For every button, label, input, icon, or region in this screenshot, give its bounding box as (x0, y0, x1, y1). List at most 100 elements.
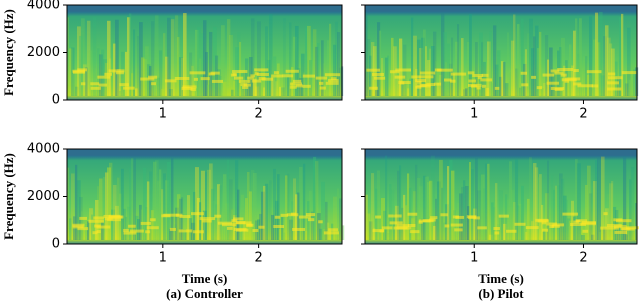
spectrogram-band (235, 221, 246, 225)
spectrogram-cell (287, 173, 290, 240)
spectrogram-cell (631, 167, 635, 240)
spectrogram-band (107, 218, 121, 222)
spectrogram-cell (211, 188, 215, 240)
spectrogram-cell (387, 233, 390, 240)
spectrogram-cell (173, 82, 176, 96)
spectrogram-cell (563, 195, 567, 240)
spectrogram-cell (381, 198, 385, 240)
spectrogram-cell (443, 32, 447, 96)
spectrogram-cell (577, 53, 581, 96)
spectrogram-band (562, 212, 579, 216)
spectrogram-cell (505, 83, 509, 96)
spectrogram-band (546, 222, 557, 226)
spectrogram-cell (307, 25, 311, 97)
spectrogram-cell (413, 35, 417, 96)
spectrogram-cell (257, 219, 261, 240)
spectrogram-cell (157, 180, 161, 240)
spectrogram-cell (207, 84, 210, 96)
spectrogram-cell (99, 178, 103, 240)
spectrogram-cell (301, 53, 305, 96)
x-tick-label: 2 (579, 107, 587, 122)
spectrogram-cell (257, 21, 261, 96)
caption: (a) Controller (166, 286, 243, 301)
spectrogram-cell (303, 163, 306, 240)
spectrogram-cell (519, 203, 523, 240)
spectrogram-cell (377, 170, 381, 240)
spectrogram-band (531, 75, 537, 79)
spectrogram-band (381, 226, 393, 230)
spectrogram-band (434, 82, 442, 86)
spectrogram-cell (623, 156, 627, 240)
spectrogram-cell (309, 60, 312, 96)
spectrogram-cell (221, 220, 224, 240)
spectrogram-cell (603, 36, 607, 96)
spectrogram-cell (157, 77, 160, 96)
spectrogram-band (419, 75, 434, 79)
spectrogram-cell (327, 40, 330, 96)
spectrogram-cell (455, 41, 459, 96)
y-tick-label: 2000 (27, 45, 60, 60)
spectrogram-band (415, 85, 422, 89)
spectrogram-cell (297, 192, 300, 240)
spectrogram-cell (213, 26, 217, 97)
spectrogram-cell (471, 86, 475, 96)
spectrogram-band (328, 79, 339, 83)
spectrogram-cell (577, 163, 581, 240)
spectrogram-band (394, 75, 406, 79)
spectrogram-band (149, 218, 156, 222)
spectrogram-band (151, 82, 156, 86)
spectrogram-cell (289, 219, 293, 240)
spectrogram-cell (117, 68, 121, 96)
spectrogram-band (477, 76, 482, 80)
spectrogram-cell (501, 61, 504, 96)
spectrogram-cell (111, 73, 115, 96)
spectrogram-cell (113, 184, 117, 240)
spectrogram-cell (491, 202, 494, 240)
spectrogram-band (104, 72, 113, 76)
spectrogram-cell (341, 225, 345, 240)
spectrogram-cell (239, 232, 242, 240)
spectrogram-cell (69, 218, 72, 240)
x-tick-label: 2 (579, 251, 587, 266)
spectrogram-cell (441, 13, 445, 96)
spectrogram-band (603, 212, 608, 216)
spectrogram-cell (535, 25, 539, 96)
y-tick-label: 2000 (27, 189, 60, 204)
spectrogram-band (615, 219, 632, 223)
spectrogram-cell (227, 159, 230, 240)
spectrogram-cell (409, 78, 413, 96)
spectrogram-band (388, 214, 402, 218)
spectrogram-cell (451, 170, 455, 240)
spectrogram-band (292, 227, 306, 231)
spectrogram-cell (579, 18, 582, 96)
spectrogram-band (416, 80, 422, 84)
spectrogram-band (473, 216, 480, 220)
spectrogram-cell (475, 158, 478, 240)
spectrogram-cell (143, 167, 147, 240)
spectrogram-cell (197, 197, 200, 240)
spectrogram-band (109, 214, 121, 218)
x-tick-label: 1 (159, 251, 167, 266)
spectrogram-band (286, 213, 299, 217)
spectrogram-cell (67, 17, 70, 97)
spectrogram-band (72, 69, 86, 73)
spectrogram-cell (141, 57, 145, 96)
spectrogram-cell (269, 180, 272, 240)
spectrogram-band (437, 68, 453, 72)
spectrogram-cell (583, 56, 587, 96)
x-tick-label: 1 (159, 107, 167, 122)
spectrogram-band (129, 229, 144, 233)
spectrogram-cell (129, 167, 132, 240)
spectrogram-cell (415, 68, 418, 96)
spectrogram-band (472, 73, 483, 77)
spectrogram-band (607, 81, 619, 85)
spectrogram-cell (367, 39, 371, 96)
spectrogram-cell (425, 176, 429, 240)
spectrogram-cell (533, 36, 536, 96)
spectrogram-cell (165, 56, 169, 96)
spectrogram-cell (593, 39, 597, 96)
spectrogram-cell (89, 50, 93, 96)
spectrogram-cell (617, 76, 621, 96)
spectrogram-cell (151, 21, 155, 96)
spectrogram-cell (323, 228, 327, 240)
